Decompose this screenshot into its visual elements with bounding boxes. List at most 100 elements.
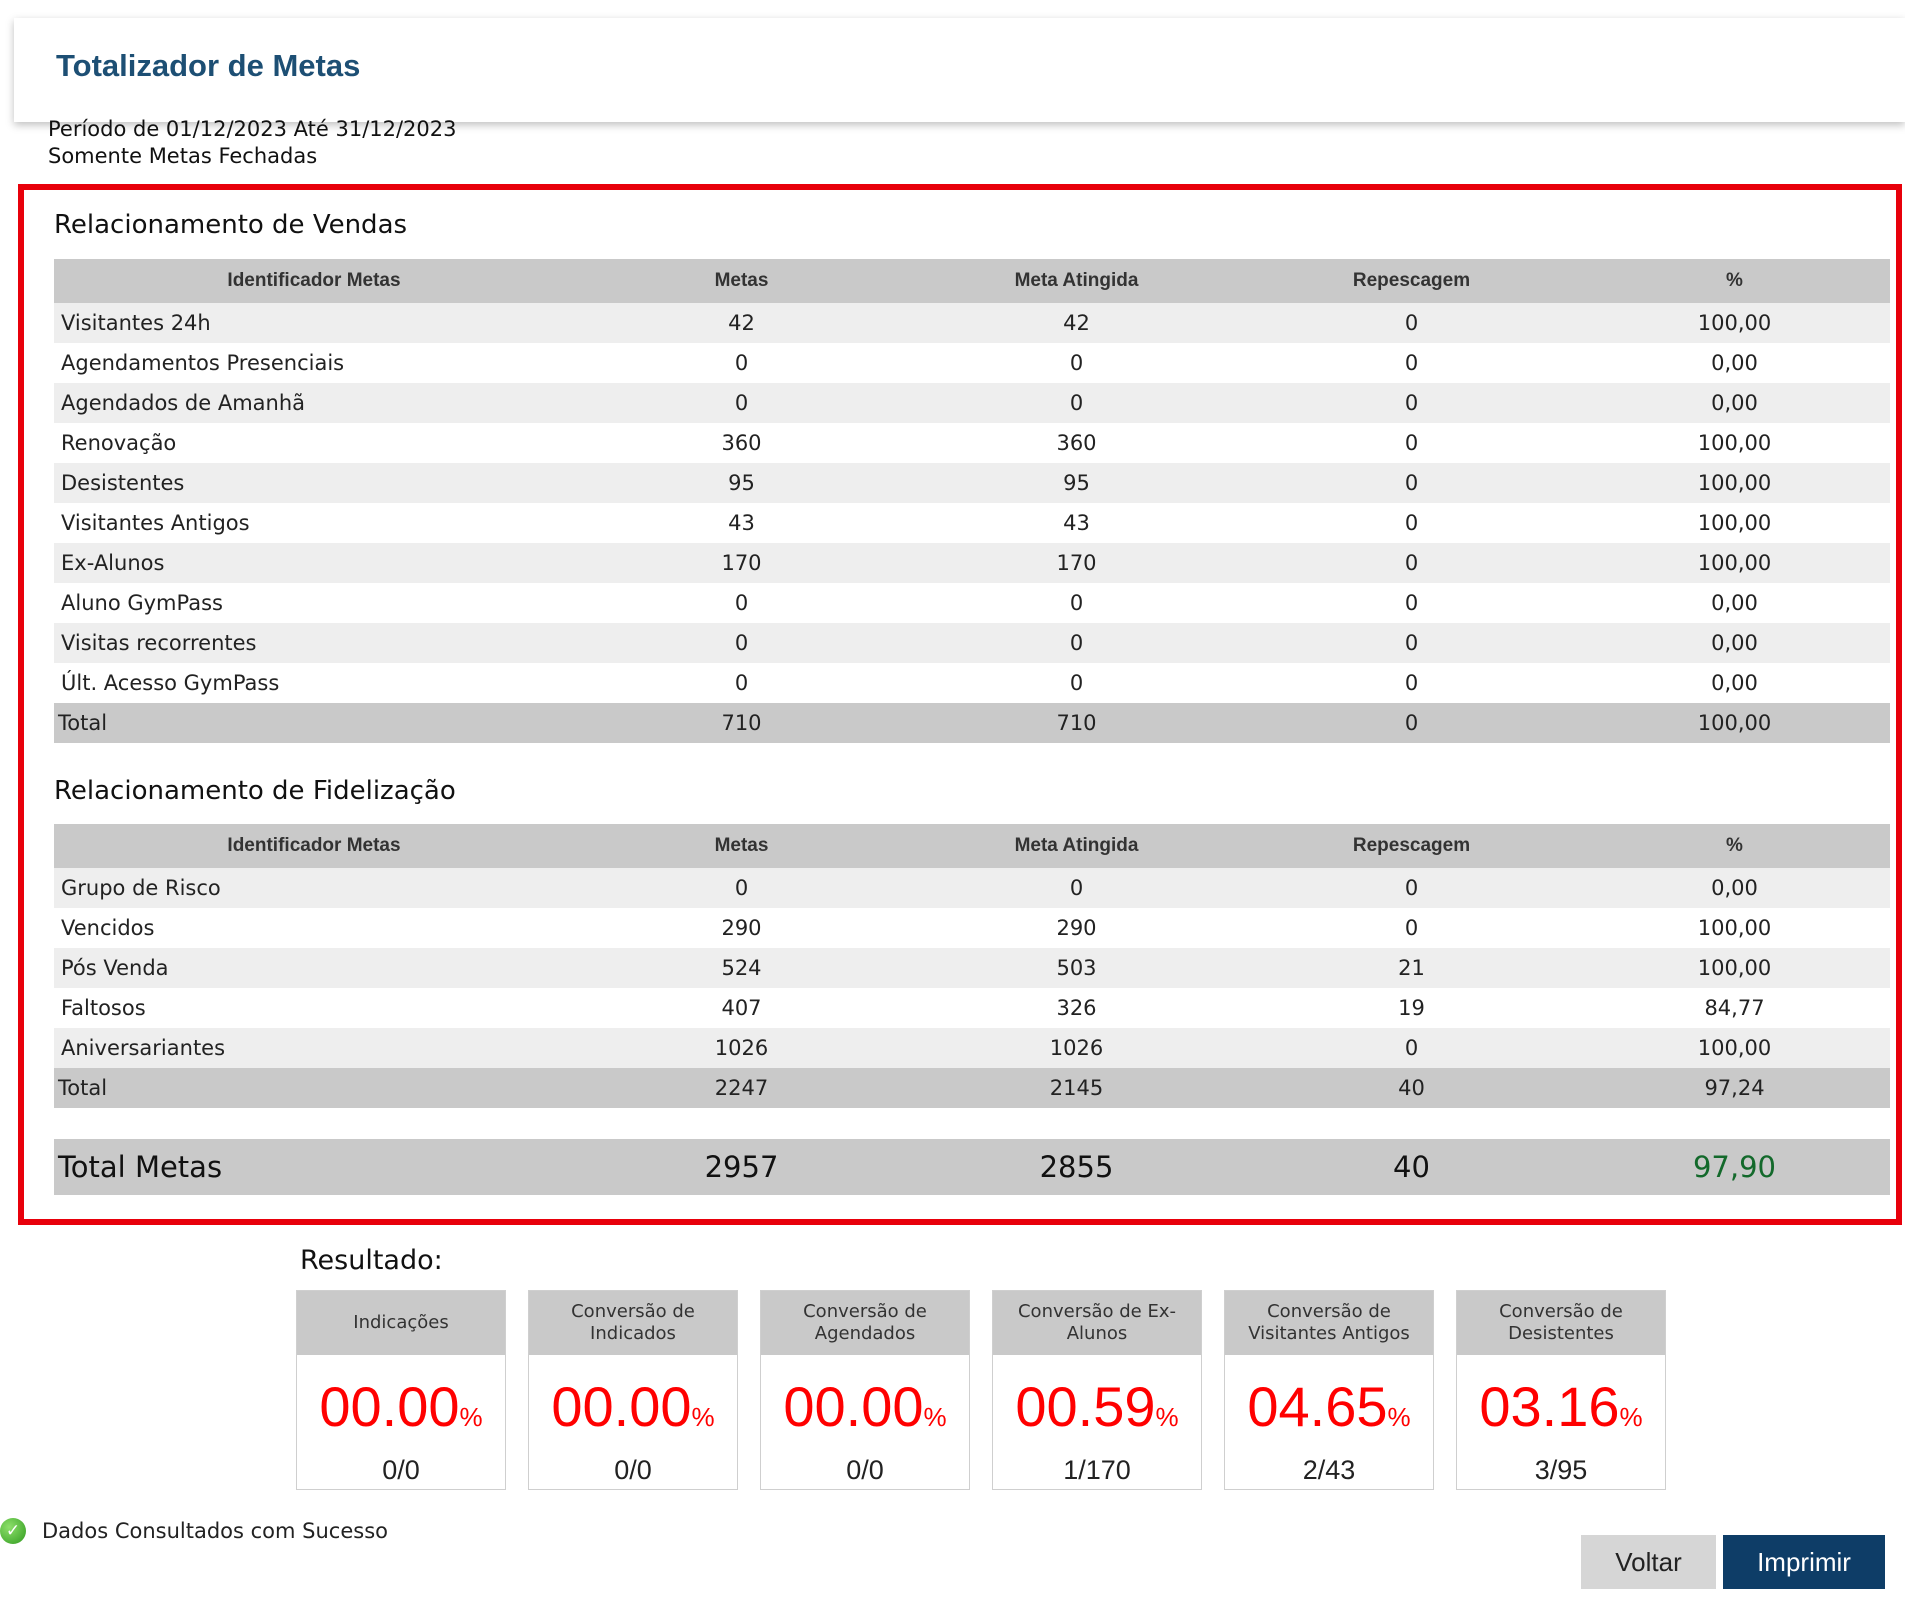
row-name: Ex-Alunos — [54, 543, 574, 583]
result-card-unit: % — [691, 1402, 715, 1432]
total-metas-percent: 97,90 — [1692, 1150, 1777, 1184]
highlight-frame: Relacionamento de Vendas Identificador M… — [18, 184, 1902, 1225]
result-card: Conversão de Ex-Alunos 00.59% 1/170 — [992, 1290, 1202, 1490]
table-row: Aluno GymPass 0 0 0 0,00 — [54, 583, 1890, 623]
result-card-fraction: 1/170 — [1063, 1455, 1131, 1485]
row-meta-atingida: 95 — [909, 463, 1244, 503]
row-metas: 524 — [574, 948, 909, 988]
row-meta-atingida: 0 — [909, 583, 1244, 623]
success-check-icon: ✓ — [0, 1518, 26, 1544]
vendas-section-title: Relacionamento de Vendas — [54, 210, 408, 240]
row-repescagem: 0 — [1244, 663, 1579, 703]
fidelizacao-table: Identificador Metas Metas Meta Atingida … — [54, 824, 1890, 1108]
table-total-row: Total 710 710 0 100,00 — [54, 703, 1890, 743]
row-metas: 95 — [574, 463, 909, 503]
closed-only-text: Somente Metas Fechadas — [48, 144, 318, 168]
row-metas: 43 — [574, 503, 909, 543]
result-card-title: Conversão de Agendados — [761, 1291, 969, 1355]
row-percent: 0,00 — [1579, 343, 1890, 383]
table-row: Últ. Acesso GymPass 0 0 0 0,00 — [54, 663, 1890, 703]
row-repescagem: 0 — [1244, 623, 1579, 663]
row-meta-atingida: 0 — [909, 663, 1244, 703]
result-card-fraction: 0/0 — [382, 1455, 420, 1485]
row-name: Grupo de Risco — [54, 868, 574, 908]
row-repescagem: 40 — [1244, 1068, 1579, 1108]
row-meta-atingida: 0 — [909, 383, 1244, 423]
table-row: Vencidos 290 290 0 100,00 — [54, 908, 1890, 948]
row-meta-atingida: 2145 — [909, 1068, 1244, 1108]
row-meta-atingida: 0 — [909, 623, 1244, 663]
row-repescagem: 0 — [1244, 908, 1579, 948]
column-header-percent[interactable]: % — [1579, 259, 1890, 303]
row-name: Agendados de Amanhã — [54, 383, 574, 423]
result-card-value: 04.65% — [1225, 1379, 1433, 1445]
table-row: Visitantes 24h 42 42 0 100,00 — [54, 303, 1890, 343]
result-card-fraction: 2/43 — [1302, 1455, 1356, 1485]
status-message: ✓ Dados Consultados com Sucesso — [0, 1518, 388, 1544]
result-card-title: Conversão de Ex-Alunos — [993, 1291, 1201, 1355]
column-header-repescagem[interactable]: Repescagem — [1244, 824, 1579, 868]
row-percent: 100,00 — [1579, 908, 1890, 948]
total-metas-metas: 2957 — [704, 1150, 779, 1184]
row-percent: 100,00 — [1579, 948, 1890, 988]
filter-summary: Período de 01/12/2023 Até 31/12/2023 Som… — [48, 116, 457, 170]
result-card: Conversão de Indicados 00.00% 0/0 — [528, 1290, 738, 1490]
row-repescagem: 0 — [1244, 303, 1579, 343]
table-row: Visitantes Antigos 43 43 0 100,00 — [54, 503, 1890, 543]
result-card-fraction: 0/0 — [846, 1455, 884, 1485]
table-row: Ex-Alunos 170 170 0 100,00 — [54, 543, 1890, 583]
row-repescagem: 0 — [1244, 383, 1579, 423]
row-name: Faltosos — [54, 988, 574, 1028]
column-header-percent[interactable]: % — [1579, 824, 1890, 868]
row-meta-atingida: 43 — [909, 503, 1244, 543]
result-card-unit: % — [1155, 1402, 1179, 1432]
row-metas: 170 — [574, 543, 909, 583]
total-metas-repescagem: 40 — [1393, 1150, 1430, 1184]
table-row: Aniversariantes 1026 1026 0 100,00 — [54, 1028, 1890, 1068]
fidelizacao-section-title: Relacionamento de Fidelização — [54, 776, 456, 806]
row-meta-atingida: 170 — [909, 543, 1244, 583]
row-metas: 1026 — [574, 1028, 909, 1068]
row-name: Visitas recorrentes — [54, 623, 574, 663]
result-card-value: 00.59% — [993, 1379, 1201, 1445]
table-header-row: Identificador Metas Metas Meta Atingida … — [54, 824, 1890, 868]
table-row: Visitas recorrentes 0 0 0 0,00 — [54, 623, 1890, 663]
column-header-meta-atingida[interactable]: Meta Atingida — [909, 824, 1244, 868]
row-name: Aniversariantes — [54, 1028, 574, 1068]
row-meta-atingida: 503 — [909, 948, 1244, 988]
result-card-number: 00.59 — [1015, 1375, 1156, 1438]
row-name: Total — [54, 1068, 574, 1108]
row-name: Agendamentos Presenciais — [54, 343, 574, 383]
row-metas: 710 — [574, 703, 909, 743]
row-name: Total — [54, 703, 574, 743]
column-header-metas[interactable]: Metas — [574, 824, 909, 868]
row-metas: 0 — [574, 623, 909, 663]
row-name: Aluno GymPass — [54, 583, 574, 623]
row-metas: 0 — [574, 868, 909, 908]
result-card-fraction: 3/95 — [1534, 1455, 1588, 1485]
imprimir-button[interactable]: Imprimir — [1723, 1535, 1885, 1589]
table-row: Agendamentos Presenciais 0 0 0 0,00 — [54, 343, 1890, 383]
voltar-button[interactable]: Voltar — [1581, 1535, 1716, 1589]
row-meta-atingida: 0 — [909, 868, 1244, 908]
result-card-number: 00.00 — [783, 1375, 924, 1438]
column-header-identificador[interactable]: Identificador Metas — [54, 824, 574, 868]
result-card-number: 04.65 — [1247, 1375, 1388, 1438]
table-row: Pós Venda 524 503 21 100,00 — [54, 948, 1890, 988]
row-repescagem: 0 — [1244, 463, 1579, 503]
row-percent: 0,00 — [1579, 583, 1890, 623]
vendas-table: Identificador Metas Metas Meta Atingida … — [54, 259, 1890, 743]
row-metas: 0 — [574, 383, 909, 423]
resultado-label: Resultado: — [300, 1245, 443, 1276]
result-card: Conversão de Visitantes Antigos 04.65% 2/4… — [1224, 1290, 1434, 1490]
result-card-unit: % — [1619, 1402, 1643, 1432]
column-header-metas[interactable]: Metas — [574, 259, 909, 303]
table-row: Faltosos 407 326 19 84,77 — [54, 988, 1890, 1028]
table-row: Renovação 360 360 0 100,00 — [54, 423, 1890, 463]
total-metas-label: Total Metas — [58, 1150, 223, 1184]
row-meta-atingida: 326 — [909, 988, 1244, 1028]
column-header-meta-atingida[interactable]: Meta Atingida — [909, 259, 1244, 303]
row-metas: 2247 — [574, 1068, 909, 1108]
column-header-repescagem[interactable]: Repescagem — [1244, 259, 1579, 303]
column-header-identificador[interactable]: Identificador Metas — [54, 259, 574, 303]
